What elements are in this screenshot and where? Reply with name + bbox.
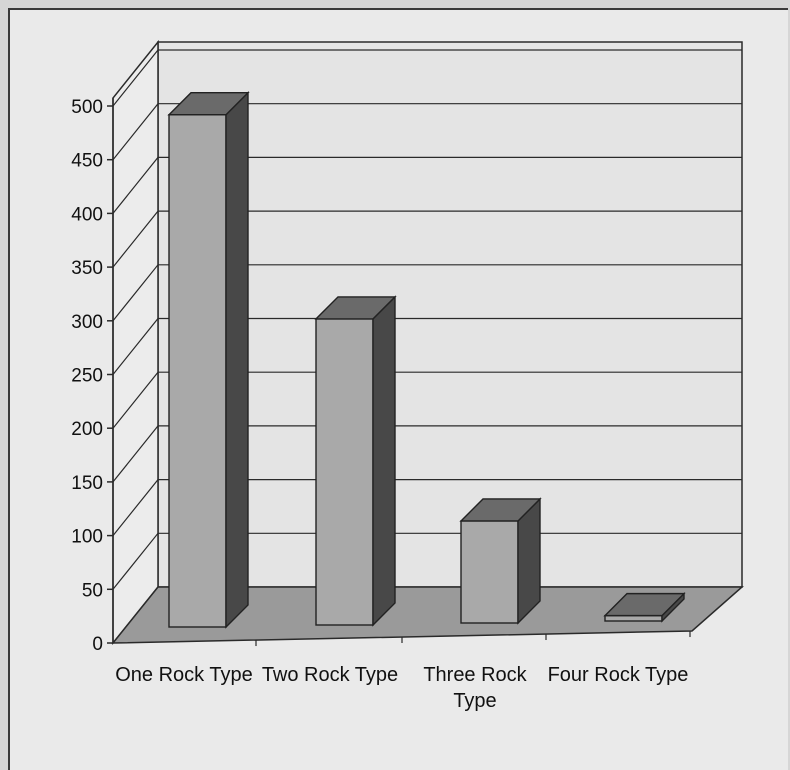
bar-top — [167, 92, 250, 116]
x-category-label: Two Rock Type — [262, 664, 398, 686]
bar-front — [168, 114, 227, 628]
y-tick-label: 150 — [71, 473, 103, 494]
x-category-label: Four Rock Type — [548, 664, 689, 686]
y-tick-label: 400 — [71, 204, 103, 225]
x-category-label-line: Two Rock Type — [262, 664, 398, 686]
x-category-label-line: Four Rock Type — [548, 664, 689, 686]
bar-side — [225, 91, 249, 629]
gridline — [112, 49, 742, 107]
x-category-label: One Rock Type — [115, 664, 252, 686]
gridline — [112, 264, 742, 322]
bar-top — [603, 592, 686, 617]
y-tick-label: 450 — [71, 151, 103, 172]
floor — [111, 586, 744, 644]
bar-front — [460, 520, 519, 624]
gridline — [112, 425, 742, 483]
gridline — [112, 317, 742, 375]
x-category-label-line: Type — [453, 690, 496, 712]
y-tick-label: 200 — [71, 419, 103, 440]
y-tick-label: 50 — [82, 580, 103, 601]
gridline — [112, 103, 742, 161]
y-tick-label: 500 — [71, 97, 103, 118]
y-tick-label: 350 — [71, 258, 103, 279]
gridline — [112, 532, 742, 590]
x-category-label-line: Three Rock — [423, 664, 527, 686]
bar-top — [314, 296, 397, 320]
bar-top — [459, 498, 542, 522]
x-category-label: Three Rock Type — [423, 664, 527, 712]
y-tick-label: 100 — [71, 527, 103, 548]
bar-front — [604, 614, 663, 622]
x-category-label-line: One Rock Type — [115, 664, 252, 686]
gridline — [112, 210, 742, 268]
gridline — [112, 156, 742, 214]
y-tick-label: 300 — [71, 312, 103, 333]
y-tick-label: 250 — [71, 366, 103, 387]
y-tick-label: 0 — [92, 634, 103, 655]
gridline — [112, 479, 742, 536]
gridline — [112, 371, 742, 429]
bar-side — [372, 295, 396, 627]
bar-front — [315, 318, 374, 626]
